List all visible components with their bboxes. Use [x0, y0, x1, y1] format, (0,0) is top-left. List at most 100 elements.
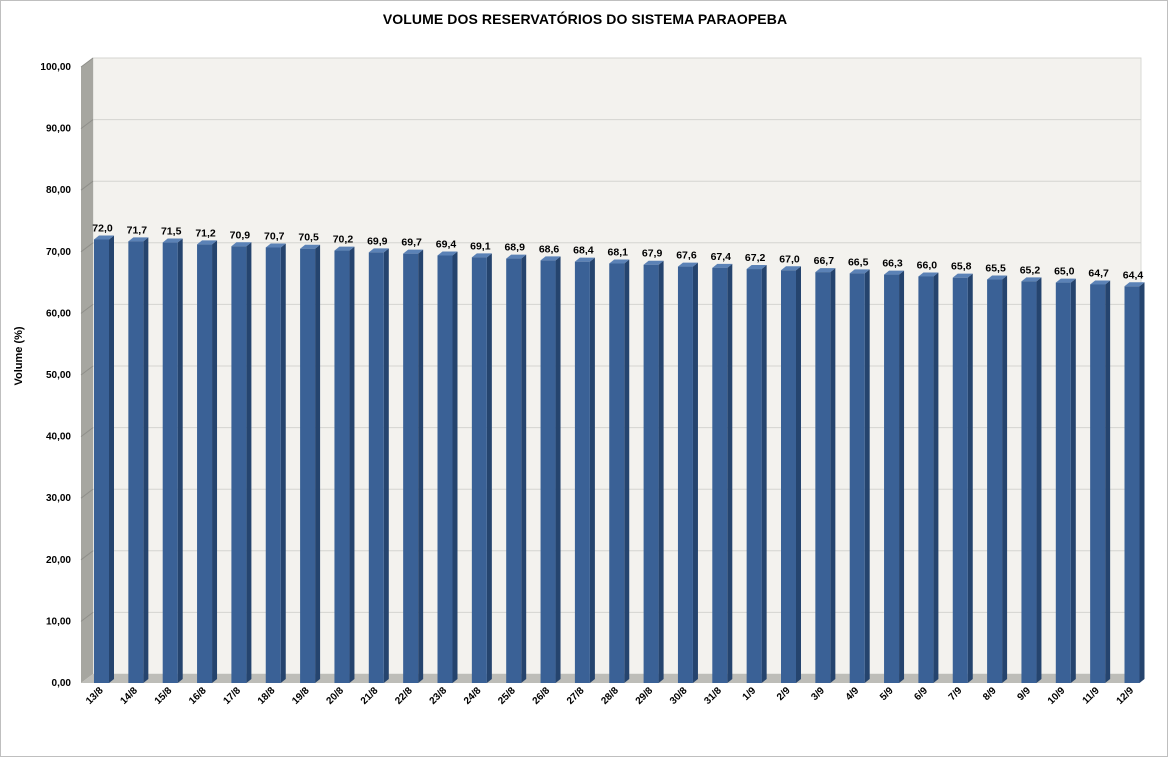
- bar-front: [849, 273, 865, 683]
- bar-side: [212, 240, 218, 683]
- bar-top: [609, 259, 630, 264]
- bar: [952, 273, 973, 683]
- y-tick-label: 10,00: [46, 616, 71, 627]
- bar-top: [162, 238, 183, 243]
- bar-top: [471, 253, 492, 258]
- bar: [884, 270, 905, 683]
- y-axis-ticks: 0,00 10,00 20,00 30,00 40,00 50,00 60,00 70,00 8…: [40, 62, 71, 689]
- bar-side: [555, 256, 561, 683]
- bar-side: [177, 238, 183, 683]
- bar-side: [796, 266, 801, 683]
- x-tick-label: 30/8: [668, 685, 690, 707]
- bar: [197, 240, 218, 683]
- bar: [506, 254, 527, 684]
- bar-front: [300, 248, 316, 683]
- data-label: 66,0: [917, 259, 938, 271]
- bar-front: [952, 277, 968, 683]
- bar-side: [1002, 275, 1008, 683]
- data-label: 71,7: [127, 224, 148, 236]
- bar-top: [815, 268, 836, 273]
- bar-front: [712, 267, 728, 683]
- bar-top: [540, 256, 561, 261]
- x-tick-label: 11/9: [1081, 685, 1102, 706]
- bar-top: [1055, 278, 1076, 283]
- bar-top: [506, 254, 527, 259]
- bar-front: [540, 260, 556, 683]
- y-tick-label: 0,00: [52, 678, 72, 689]
- data-label: 64,7: [1088, 267, 1109, 279]
- bar: [300, 244, 321, 683]
- bar: [574, 257, 595, 683]
- bar: [231, 242, 252, 684]
- bar-side: [1036, 277, 1042, 683]
- x-tick-label: 13/8: [84, 685, 106, 707]
- gridline-side: [80, 180, 94, 191]
- bar-front: [265, 247, 281, 683]
- bar-side: [830, 268, 836, 683]
- x-tick-label: 3/9: [809, 685, 827, 703]
- gridline-side: [80, 488, 94, 499]
- data-label: 66,3: [882, 258, 903, 270]
- bar-side: [383, 248, 389, 683]
- data-label: 67,4: [711, 251, 732, 263]
- gridline-side: [80, 119, 94, 129]
- bar-top: [918, 272, 939, 277]
- bar-side: [589, 257, 595, 683]
- bar-top: [712, 263, 733, 268]
- bar-front: [574, 261, 590, 683]
- bar-front: [677, 266, 693, 683]
- data-label: 68,9: [504, 242, 525, 254]
- x-tick-label: 4/9: [844, 685, 862, 703]
- x-tick-label: 17/8: [221, 685, 243, 707]
- bar-top: [746, 265, 767, 270]
- bar: [643, 260, 664, 683]
- x-tick-label: 5/9: [878, 685, 896, 703]
- bar: [265, 243, 286, 683]
- data-label: 69,7: [401, 237, 422, 249]
- bar-side: [246, 242, 252, 684]
- bar: [1055, 278, 1076, 683]
- bar: [403, 249, 424, 683]
- x-tick-label: 2/9: [775, 685, 793, 703]
- x-tick-label: 28/8: [599, 685, 621, 707]
- y-axis-label: Volume (%): [13, 326, 25, 385]
- y-tick-label: 20,00: [46, 555, 71, 566]
- bar-top: [1124, 282, 1145, 287]
- gridline-side: [80, 427, 94, 438]
- category-labels: 13/8 14/8 15/8 16/8 17/8 18/8 19/8 20/8 21/8 22/8…: [84, 685, 1136, 707]
- x-tick-label: 22/8: [393, 685, 415, 707]
- data-label: 69,1: [470, 240, 491, 252]
- bar-top: [1090, 280, 1111, 285]
- bar-top: [643, 260, 664, 265]
- bar-top: [849, 269, 870, 274]
- gridline-side: [80, 550, 94, 561]
- bar: [334, 246, 355, 683]
- bar: [128, 237, 149, 683]
- gridline-side: [80, 57, 94, 68]
- x-tick-label: 31/8: [702, 685, 724, 707]
- bar-top: [574, 257, 595, 262]
- bar-side: [761, 265, 767, 683]
- bar-side: [349, 246, 355, 683]
- bar-side: [967, 273, 973, 683]
- x-tick-label: 21/8: [359, 685, 381, 707]
- data-label: 70,7: [264, 230, 285, 242]
- bar-front: [403, 253, 419, 683]
- bar: [540, 256, 561, 683]
- x-tick-label: 9/9: [1015, 685, 1033, 703]
- data-label: 70,2: [333, 234, 354, 246]
- bar-front: [197, 244, 213, 683]
- x-tick-label: 7/9: [947, 685, 965, 703]
- bar-front: [506, 258, 522, 683]
- bar-front: [1090, 284, 1106, 683]
- bar-side: [1070, 278, 1076, 683]
- data-label: 64,4: [1123, 269, 1144, 281]
- bar-top: [300, 244, 321, 249]
- bar: [746, 265, 767, 683]
- bar: [1124, 282, 1145, 683]
- bar: [815, 268, 836, 683]
- y-tick-label: 40,00: [46, 432, 71, 443]
- data-label: 66,5: [848, 256, 869, 268]
- x-tick-label: 10/9: [1046, 685, 1068, 707]
- x-tick-label: 26/8: [531, 685, 553, 707]
